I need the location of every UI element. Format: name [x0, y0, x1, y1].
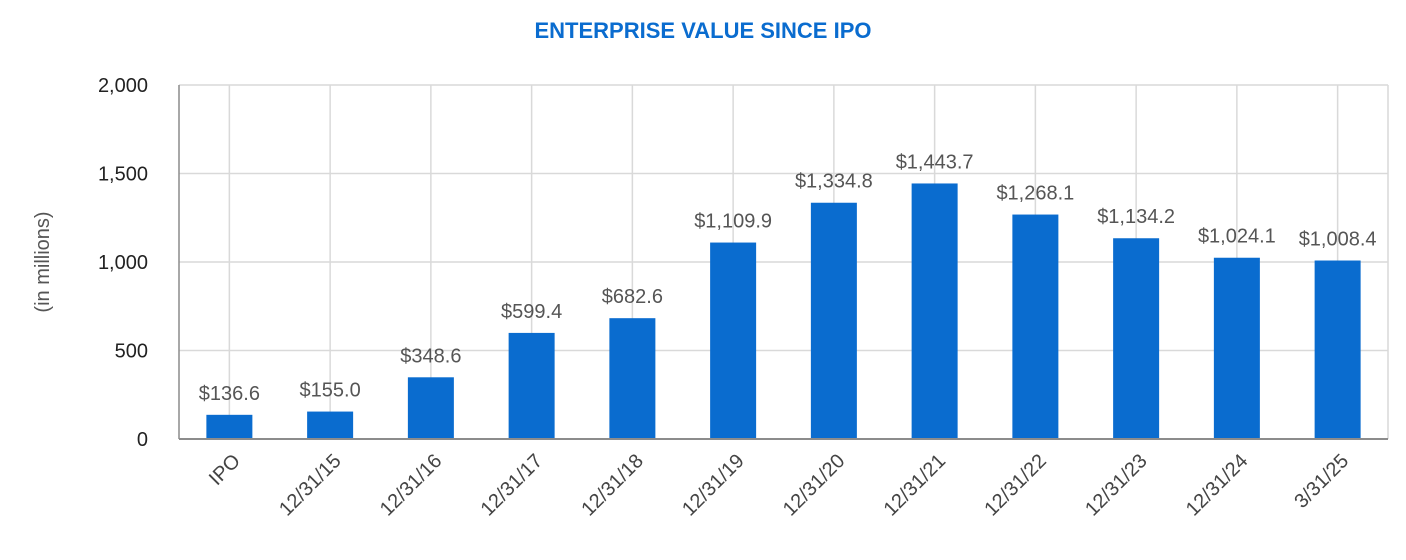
data-label: $1,134.2: [1097, 206, 1175, 228]
y-tick-label: 1,000: [98, 252, 148, 274]
x-tick-labels: IPO 12/31/15 12/31/16 12/31/17 12/31/18 12/31…: [205, 450, 1353, 521]
chart-title: ENTERPRISE VALUE SINCE IPO: [535, 18, 872, 43]
data-label: $682.6: [602, 286, 663, 308]
data-label: $599.4: [501, 301, 562, 323]
y-axis-label: (in millions): [32, 211, 54, 312]
bars: [206, 183, 1361, 439]
y-tick-label: 500: [115, 341, 148, 363]
bar: [1314, 260, 1361, 439]
y-tick-labels: 0 500 1,000 1,500 2,000: [98, 75, 148, 451]
x-tick-label: 12/31/20: [779, 450, 850, 521]
y-tick-label: 0: [137, 429, 148, 451]
data-label: $155.0: [300, 380, 361, 402]
bar: [609, 318, 656, 439]
data-label: $1,334.8: [795, 171, 873, 193]
x-tick-label: 12/31/21: [880, 450, 951, 521]
bar: [911, 183, 958, 439]
bar: [206, 414, 253, 439]
bar: [810, 202, 857, 439]
data-label: $1,008.4: [1299, 229, 1377, 251]
x-tick-label: IPO: [205, 450, 245, 490]
bar: [307, 411, 354, 439]
x-tick-label: 12/31/15: [275, 450, 346, 521]
bar: [1012, 214, 1059, 439]
x-tick-label: 12/31/19: [678, 450, 749, 521]
x-tick-label: 12/31/22: [980, 450, 1051, 521]
data-label: $1,268.1: [996, 183, 1074, 205]
x-tick-label: 12/31/17: [477, 450, 548, 521]
x-tick-label: 3/31/25: [1290, 450, 1353, 513]
bar: [710, 242, 757, 439]
x-tick-label: 12/31/16: [376, 450, 447, 521]
y-tick-label: 2,000: [98, 75, 148, 97]
bar: [508, 332, 555, 439]
x-tick-label: 12/31/18: [577, 450, 648, 521]
x-tick-label: 12/31/23: [1081, 450, 1152, 521]
bar: [1113, 238, 1160, 439]
bar: [407, 377, 454, 439]
axes: [178, 85, 1388, 440]
data-label: $1,109.9: [694, 211, 772, 233]
data-labels: $136.6 $155.0 $348.6 $599.4 $682.6 $1,109.9 $1…: [199, 151, 1377, 404]
data-label: $348.6: [400, 345, 461, 367]
data-label: $1,443.7: [896, 151, 974, 173]
bar: [1213, 257, 1260, 439]
data-label: $1,024.1: [1198, 226, 1276, 248]
x-tick-label: 12/31/24: [1182, 450, 1253, 521]
data-label: $136.6: [199, 383, 260, 405]
y-tick-label: 1,500: [98, 164, 148, 186]
